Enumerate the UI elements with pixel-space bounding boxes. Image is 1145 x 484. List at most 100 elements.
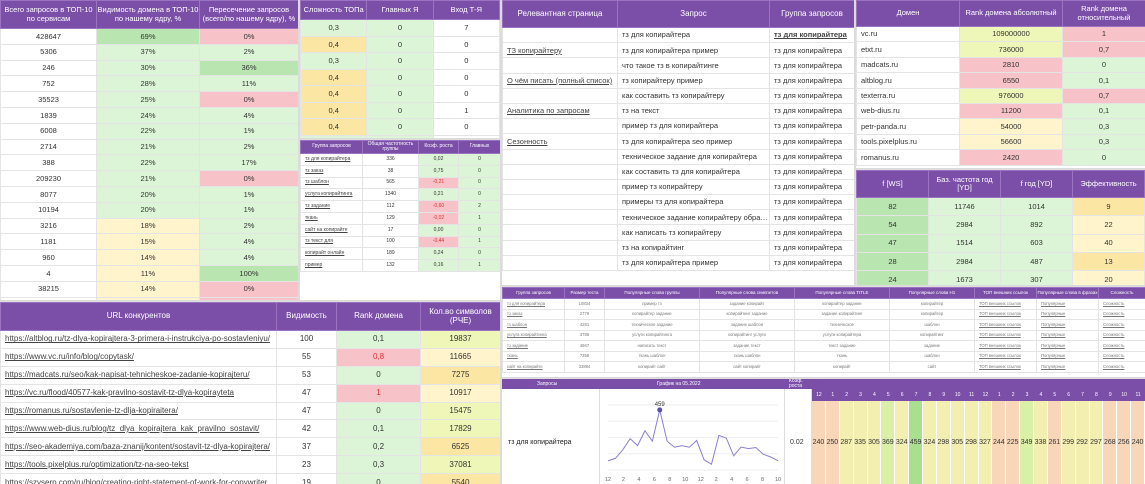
urls-cell: 1 [336, 383, 421, 403]
groups-cell: 1340 [362, 188, 419, 202]
groups-header-3: Главных [458, 140, 500, 154]
services-row: 388 22% 17% [0, 154, 298, 172]
domains-cell: 0,3 [1062, 133, 1145, 151]
services-cell: 100% [199, 264, 298, 282]
urls-cell: 0 [336, 473, 421, 484]
phrase-words-table: Группа запросов Размер теста Популярные сл… [502, 287, 1145, 373]
domains-cell: 0,7 [1062, 41, 1145, 58]
difficulty-cell: 0 [366, 68, 434, 86]
domains-row: altblog.ru 6550 0,1 [856, 72, 1145, 89]
groups-cell: 189 [362, 247, 419, 261]
page-link[interactable]: О чём писать (полный список) [502, 72, 618, 89]
urls-cell: 47 [276, 383, 337, 403]
urls-cell: 23 [276, 455, 337, 475]
services-table: Всего запросов в ТОП-10 по сервисам Видим… [0, 0, 298, 300]
metrics-header-1: Баз. частота год [YD] [928, 170, 1001, 198]
heatmap-header: 12 1 2 3 4 5 6 7 8 9 10 11 12 1 2 3 4 5 6 7 8 9 10 11 [812, 389, 1145, 401]
competitor-url-link[interactable]: https://www.vc.ru/info/blog/copytask/ [0, 347, 277, 367]
dense-cell: услуги копирайтинга [604, 329, 700, 341]
services-cell: 1839 [0, 106, 97, 124]
services-cell: 20% [96, 185, 200, 203]
heatmap-month: 6 [900, 392, 904, 398]
dense-cell: ТОП внешних ссылок [974, 298, 1037, 310]
heatmap-month: 3 [859, 392, 862, 398]
difficulty-header-1: Главных Я [366, 0, 434, 20]
page-link[interactable]: Сезонность [502, 133, 618, 150]
urls-cell: 37081 [420, 455, 500, 475]
trend-x-tick: 4 [730, 477, 733, 483]
pages-cell [502, 57, 618, 74]
difficulty-table-panel: Сложность ТОПа Главных Я Вход Т-Я 0,3 0 7 0,4 0… [300, 0, 500, 138]
competitor-url-link[interactable]: https://tools.pixelplus.ru/optimization/… [0, 455, 277, 475]
difficulty-row: 0,4 0 0 [300, 35, 500, 53]
pages-header-0: Релевантная страница [502, 0, 618, 28]
metrics-row: 24 1673 307 20 [856, 270, 1145, 285]
services-cell: 10194 [0, 201, 97, 219]
services-cell: 3216 [0, 217, 97, 235]
dense-cell: Сложность [1098, 350, 1145, 362]
dense-cell: Сложность [1098, 298, 1145, 310]
groups-cell: 100 [362, 235, 419, 249]
pages-cell: тз для копирайтера [769, 26, 854, 44]
heatmap-month: 8 [928, 392, 932, 398]
trend-x-tick: 10 [775, 477, 781, 483]
dense-cell: пример тз [604, 298, 700, 310]
pages-cell: тз для копирайтера [617, 26, 770, 44]
groups-row: тз задание 112 -0,60 2 [300, 200, 500, 213]
groups-cell: тз шаблон [300, 176, 363, 190]
groups-cell: 0,24 [418, 247, 459, 261]
pages-cell: техническое задание копирайтеру образец [617, 209, 770, 226]
pages-header-2: Группа запросов [769, 0, 854, 28]
competitor-url-link[interactable]: https://romanus.ru/sostavlenie-tz-dlja-k… [0, 401, 277, 421]
domains-cell: romanus.ru [856, 149, 960, 166]
dense-header-6: ТОП внешних ссылок [974, 287, 1037, 299]
pages-cell [502, 26, 618, 44]
difficulty-row: 0,4 0 0 [300, 85, 500, 103]
heatmap-month: 4 [873, 392, 876, 398]
dense-cell: тз шаблон [502, 319, 565, 331]
dense-row: тз задание 4667 написать текст задание текс… [502, 340, 1145, 352]
heatmap-month: 12 [982, 392, 989, 398]
dense-cell: текст задание [794, 340, 890, 352]
dense-cell: копирайт [794, 361, 890, 373]
heatmap-month: 5 [1053, 392, 1057, 398]
competitor-url-link[interactable]: https://seo-akademiya.com/baza-znanij/ko… [0, 437, 277, 457]
groups-row: услуга копирайтинга 1340 0,21 0 [300, 188, 500, 202]
domains-cell: texterra.ru [856, 87, 960, 104]
difficulty-row: 0,3 0 7 [300, 19, 500, 37]
competitor-url-link[interactable]: https://madcats.ru/seo/kak-napisat-tehni… [0, 365, 277, 385]
difficulty-header-2: Вход Т-Я [432, 0, 500, 20]
dense-cell: копирайтер задание [604, 308, 700, 320]
competitor-url-link[interactable]: https://altblog.ru/tz-dlya-kopirajtera-3… [0, 330, 277, 349]
dense-cell: ТОП внешних ссылок [974, 340, 1037, 352]
services-row: 6008 22% 1% [0, 122, 298, 140]
metrics-row: 82 11746 1014 9 [856, 196, 1145, 217]
dense-cell: задание копирайтинг [794, 308, 890, 320]
competitor-url-link[interactable]: https://www.web-dius.ru/blog/tz_dlya_kop… [0, 419, 277, 439]
domains-header-0: Домен [856, 0, 960, 27]
page-link[interactable]: Аналитика по запросам [502, 102, 618, 120]
page-link[interactable]: ТЗ копирайтеру [502, 42, 618, 59]
services-cell: 10450 [0, 296, 97, 300]
pages-cell: тз для копирайтера [769, 224, 854, 241]
services-row: 428647 69% 0% [0, 28, 298, 45]
difficulty-header-0: Сложность ТОПа [300, 0, 368, 20]
urls-row: https://tools.pixelplus.ru/optimization/… [0, 455, 500, 475]
domains-table-panel: Домен Rank домена абсолютный Rank домена о… [856, 0, 1145, 168]
dense-cell: копирайтинг услуги [699, 329, 795, 341]
heatmap-cell: 250 [825, 401, 840, 484]
competitor-url-link[interactable]: https://szyserp.com/ru/blog/creating-rig… [0, 473, 277, 484]
heatmap-month: 10 [1121, 392, 1127, 398]
dense-cell: Сложность [1098, 319, 1145, 331]
services-cell: 0% [199, 296, 298, 300]
trend-x-tick: 4 [637, 477, 640, 483]
competitor-url-link[interactable]: https://vc.ru/flood/40577-kak-pravilno-s… [0, 383, 277, 403]
services-cell: 2% [199, 138, 298, 156]
groups-cell: -0,44 [418, 235, 459, 249]
services-row: 1839 24% 4% [0, 106, 298, 124]
dense-cell: Популярные [1036, 340, 1099, 352]
services-cell: 24% [96, 106, 200, 124]
urls-row: https://vc.ru/flood/40577-kak-pravilno-s… [0, 383, 500, 403]
difficulty-cell: 0 [432, 134, 500, 138]
dense-cell: Популярные [1036, 319, 1099, 331]
